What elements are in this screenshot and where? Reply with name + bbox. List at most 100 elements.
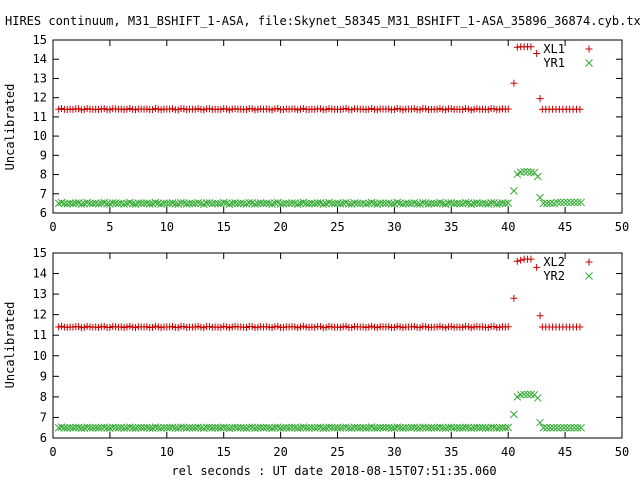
data-point [573,198,582,207]
data-point [330,199,339,208]
data-point [200,106,208,114]
data-point [60,423,69,432]
x-tick-label: 40 [501,220,515,234]
data-point [461,198,470,207]
data-point [83,322,91,330]
data-point [123,423,131,432]
data-point [549,423,558,432]
data-point [487,198,495,207]
data-point [416,106,424,114]
y-tick-label: 9 [40,148,47,162]
data-point [111,199,120,208]
data-point [157,106,165,114]
data-point [293,200,302,209]
data-point [484,324,492,332]
data-point [467,106,475,114]
data-point [368,322,376,330]
data-point [546,199,555,208]
data-point [577,423,585,432]
legend-marker [585,258,593,266]
data-point [576,323,584,331]
data-point [160,199,168,208]
data-point [336,323,344,331]
data-point [259,199,268,208]
plot-panel-top: 6 7 8 9 10 11 12 13 14 15 0 5 10 15 20 25 30 35 40 45 50 Unca… [3,33,629,234]
data-point [91,199,100,208]
y-tick-label: 11 [33,328,47,342]
data-point [325,322,333,330]
data-point [290,423,299,432]
data-point [256,423,265,432]
data-point [182,424,191,432]
data-point [242,323,250,331]
data-point [168,323,176,331]
data-point [553,423,561,432]
x-tick-label: 15 [216,445,230,459]
y-tick-label: 12 [33,308,47,322]
data-point [379,199,387,208]
data-point [294,324,302,332]
data-point [91,423,100,432]
data-point [63,199,72,208]
data-point [290,199,299,208]
y-tick-label: 8 [40,168,47,182]
data-point [424,424,433,432]
data-point [370,423,379,432]
data-point [106,106,114,114]
data-point [143,105,151,113]
data-point [60,199,69,208]
plot-frame [52,252,623,439]
data-point [299,322,307,330]
data-point [168,105,176,113]
data-point [556,198,565,207]
data-point [325,105,333,113]
data-point [305,199,313,208]
data-point [95,106,103,114]
data-point [58,104,66,112]
series-xl2 [55,255,584,332]
data-point [450,199,458,208]
data-point [342,105,350,113]
data-point [527,43,535,51]
data-point [63,424,72,432]
data-point [566,198,575,207]
data-point [393,104,401,112]
y-tick-label: 13 [33,287,47,301]
data-point [256,199,265,207]
data-point [288,199,296,207]
data-point [513,393,522,401]
data-point [533,394,542,402]
data-point [248,105,256,113]
data-point [54,423,63,432]
data-point [117,199,126,208]
data-point [470,199,478,208]
data-point [336,106,344,114]
y-axis-label: Uncalibrated [3,302,17,389]
x-tick-label: 35 [444,220,458,234]
y-tick-label: 15 [33,246,47,260]
data-point [393,198,402,207]
legend-marker [585,272,593,280]
data-point [225,324,233,332]
legend-label: XL2 [543,255,565,269]
data-point [88,424,97,432]
data-point [410,323,418,331]
data-point [556,423,565,432]
chart-title: HIRES continuum, M31_BSHIFT_1-ASA, file:… [5,14,640,28]
legend-label: YR1 [543,56,565,70]
data-point [387,200,396,208]
data-point [128,423,137,432]
data-point [134,199,143,207]
data-point [348,106,356,114]
data-point [539,423,548,432]
data-point [274,105,282,113]
data-point [274,322,282,330]
data-point [396,423,404,432]
data-point [174,106,182,114]
y-tick-label: 10 [33,129,47,143]
data-point [316,323,324,331]
data-point [302,199,311,208]
data-point [145,200,154,208]
data-point [399,106,407,114]
